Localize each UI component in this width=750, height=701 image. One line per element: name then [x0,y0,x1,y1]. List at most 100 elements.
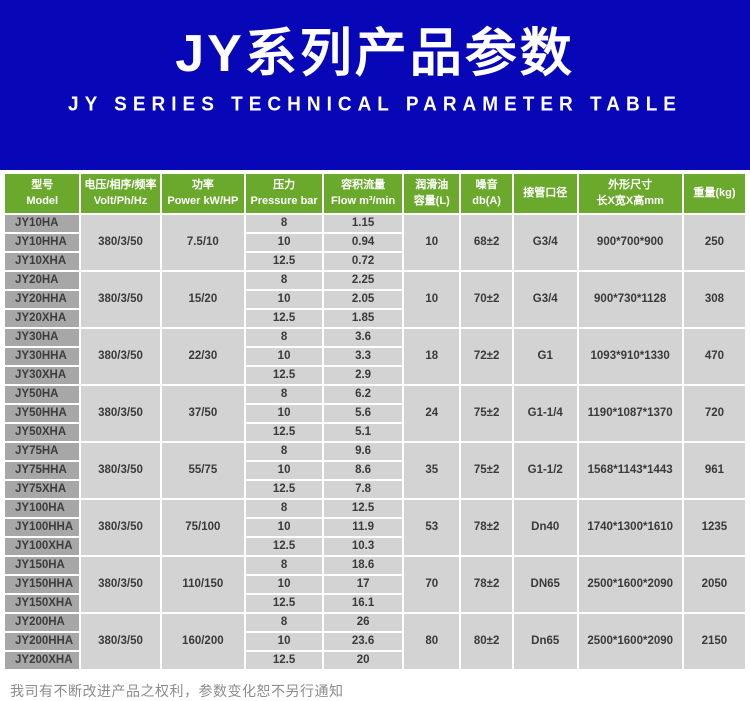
column-header-1: 电压/相序/频率 Volt/Ph/Hz [79,172,162,215]
noise-cell: 75±2 [459,441,514,500]
pipe-diameter-cell: G3/4 [511,213,579,272]
pressure-cell: 12.5 [244,365,325,386]
flow-cell: 0.94 [322,232,405,253]
oil-capacity-cell: 70 [402,555,462,614]
table-row: JY100HA 380/3/50 75/100 8 12.5 53 78±2 Dn40 1740… [2,498,748,557]
pressure-cell: 10 [244,517,325,538]
pressure-cell: 8 [244,270,325,291]
flow-cell: 18.6 [322,555,405,576]
flow-cell: 10.3 [322,536,405,557]
voltage-cell: 380/3/50 [79,441,162,500]
model-cell: JY20HA [2,270,82,291]
pipe-diameter-cell: G1-1/2 [511,441,579,500]
pressure-cell: 8 [244,612,325,633]
table-row: JY20HA 380/3/50 15/20 8 2.25 10 70±2 G3/4 900*73… [2,270,748,329]
table-row: JY200HA 380/3/50 160/200 8 26 80 80±2 Dn65 2500*… [2,612,748,671]
table-row: JY150HHA 10 17 [2,574,746,595]
noise-cell: 70±2 [459,270,514,329]
power-cell: 75/100 [159,498,247,557]
model-cell: JY30HHA [2,346,82,367]
voltage-cell: 380/3/50 [79,327,162,386]
table-row: JY10HHA 10 0.94 [2,232,746,253]
pressure-cell: 8 [244,327,325,348]
power-cell: 160/200 [159,612,247,671]
flow-cell: 5.1 [322,422,405,443]
flow-cell: 1.15 [322,213,405,234]
pressure-cell: 8 [244,555,325,576]
flow-cell: 8.6 [322,460,405,481]
pressure-cell: 12.5 [244,536,325,557]
model-cell: JY100HA [2,498,82,519]
model-cell: JY200HA [2,612,82,633]
model-cell: JY75XHA [2,479,82,500]
weight-cell: 250 [681,213,748,272]
column-header-9: 重量(kg) [681,172,748,215]
model-cell: JY75HHA [2,460,82,481]
flow-cell: 1.85 [322,308,405,329]
column-header-4: 容积流量 Flow m³/min [322,172,405,215]
header-row: 型号 Model 电压/相序/频率 Volt/Ph/Hz 功率 Power kW/HP 压力… [2,172,748,215]
table-row: JY75HA 380/3/50 55/75 8 9.6 35 75±2 G1-1/2 1568*… [2,441,748,500]
noise-cell: 68±2 [459,213,514,272]
pressure-cell: 8 [244,441,325,462]
pipe-diameter-cell: G1 [511,327,579,386]
power-cell: 110/150 [159,555,247,614]
model-cell: JY20HHA [2,289,82,310]
model-cell: JY10XHA [2,251,82,272]
oil-capacity-cell: 53 [402,498,462,557]
pressure-cell: 10 [244,346,325,367]
dimensions-cell: 900*730*1128 [576,270,684,329]
column-header-5: 润滑油 容量(L) [402,172,462,215]
flow-cell: 16.1 [322,593,405,614]
flow-cell: 2.25 [322,270,405,291]
model-cell: JY10HA [2,213,82,234]
flow-cell: 3.3 [322,346,405,367]
table-row: JY20HHA 10 2.05 [2,289,746,310]
pressure-cell: 12.5 [244,479,325,500]
flow-cell: 0.72 [322,251,405,272]
pressure-cell: 10 [244,460,325,481]
power-cell: 55/75 [159,441,247,500]
table-row: JY100HHA 10 11.9 [2,517,746,538]
weight-cell: 2050 [681,555,748,614]
table-row: JY20XHA 12.5 1.85 [2,308,746,329]
power-cell: 15/20 [159,270,247,329]
flow-cell: 11.9 [322,517,405,538]
flow-cell: 9.6 [322,441,405,462]
weight-cell: 308 [681,270,748,329]
column-header-2: 功率 Power kW/HP [159,172,247,215]
model-cell: JY200XHA [2,650,82,671]
dimensions-cell: 1093*910*1330 [576,327,684,386]
table-row: JY30HA 380/3/50 22/30 8 3.6 18 72±2 G1 1093*910*… [2,327,748,386]
table-row: JY75XHA 12.5 7.8 [2,479,746,500]
pressure-cell: 12.5 [244,308,325,329]
pressure-cell: 10 [244,232,325,253]
flow-cell: 6.2 [322,384,405,405]
column-header-6: 噪音 db(A) [459,172,514,215]
flow-cell: 20 [322,650,405,671]
table-row: JY10XHA 12.5 0.72 [2,251,746,272]
flow-cell: 17 [322,574,405,595]
table-row: JY200XHA 12.5 20 [2,650,746,671]
oil-capacity-cell: 18 [402,327,462,386]
table-row: JY10HA 380/3/50 7.5/10 8 1.15 10 68±2 G3/4 900*7… [2,213,748,272]
model-cell: JY50XHA [2,422,82,443]
model-cell: JY75HA [2,441,82,462]
noise-cell: 80±2 [459,612,514,671]
noise-cell: 75±2 [459,384,514,443]
voltage-cell: 380/3/50 [79,555,162,614]
pipe-diameter-cell: G1-1/4 [511,384,579,443]
model-cell: JY150HHA [2,574,82,595]
pressure-cell: 12.5 [244,422,325,443]
table-row: JY30HHA 10 3.3 [2,346,746,367]
table-row: JY50XHA 12.5 5.1 [2,422,746,443]
pressure-cell: 10 [244,631,325,652]
column-header-3: 压力 Pressure bar [244,172,325,215]
flow-cell: 5.6 [322,403,405,424]
dimensions-cell: 2500*1600*2090 [576,612,684,671]
model-cell: JY200HHA [2,631,82,652]
model-cell: JY20XHA [2,308,82,329]
voltage-cell: 380/3/50 [79,384,162,443]
model-cell: JY30HA [2,327,82,348]
table-row: JY50HA 380/3/50 37/50 8 6.2 24 75±2 G1-1/4 1190*… [2,384,748,443]
